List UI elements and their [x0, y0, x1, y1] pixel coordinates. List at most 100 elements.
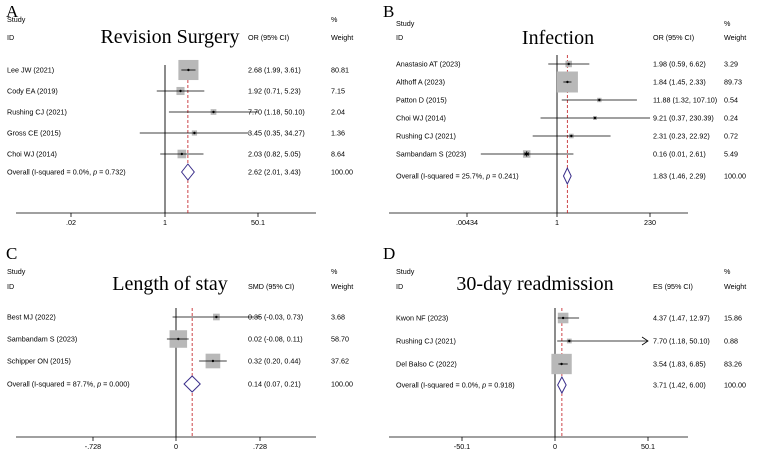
study-weight: 3.68 — [331, 313, 345, 322]
point-estimate — [567, 62, 570, 66]
panel-title: Infection — [522, 27, 594, 49]
overall-label-suffix: = 0.000) — [101, 380, 130, 389]
point-estimate — [598, 98, 601, 102]
study-label: Sambandam S (2023) — [396, 150, 466, 159]
study-label: Lee JW (2021) — [7, 66, 54, 75]
study-row: Best MJ (2022) 0.35 (-0.03, 0.73) 3.68 — [7, 313, 345, 322]
study-label: Rushing CJ (2021) — [396, 132, 456, 141]
study-row: Cody EA (2019) 1.92 (0.71, 5.23) 7.15 — [7, 87, 345, 96]
header-weight: Weight — [724, 282, 746, 291]
panel-label: B — [383, 2, 394, 21]
study-effect-ci: 3.45 (0.35, 34.27) — [248, 129, 305, 138]
study-weight: 3.29 — [724, 60, 738, 69]
study-effect-ci: 7.70 (1.18, 50.10) — [653, 337, 710, 346]
header-effect: SMD (95% CI) — [248, 282, 294, 291]
study-row: Del Balso C (2022) 3.54 (1.83, 6.85) 83.26 — [396, 353, 742, 375]
point-estimate — [568, 339, 571, 343]
study-effect-ci: 11.88 (1.32, 107.10) — [653, 96, 717, 105]
x-tick-label: 50.1 — [251, 218, 265, 227]
ci-arrow — [641, 336, 649, 346]
header-weight: Weight — [331, 33, 353, 42]
study-label: Choi WJ (2014) — [7, 150, 57, 159]
study-row: Anastasio AT (2023) 1.98 (0.59, 6.62) 3.29 — [396, 60, 738, 69]
forest-panel-d: D 30-day readmission Study ID ES (95% CI)% We… — [383, 244, 746, 449]
overall-weight: 100.00 — [331, 168, 353, 177]
study-effect-ci: 2.68 (1.99, 3.61) — [248, 66, 301, 75]
x-tick-label: 1 — [555, 218, 559, 227]
overall-label: Overall (I-squared = 0.0%, p = 0.732) — [7, 168, 126, 177]
overall-label-suffix: = 0.732) — [97, 168, 126, 177]
header-percent: % — [331, 267, 338, 276]
study-row: Rushing CJ (2021) 2.31 (0.23, 22.92) 0.72 — [396, 132, 738, 141]
point-estimate — [215, 315, 218, 319]
study-row: Choi WJ (2014) 9.21 (0.37, 230.39) 0.24 — [396, 114, 738, 123]
header-id: ID — [396, 33, 403, 42]
study-label: Gross CE (2015) — [7, 129, 61, 138]
x-tick-label: .728 — [253, 442, 267, 449]
study-weight: 37.62 — [331, 357, 349, 366]
x-tick-label: .00434 — [456, 218, 478, 227]
study-label: Sambandam S (2023) — [7, 335, 77, 344]
header-study: Study — [7, 15, 26, 24]
header-percent: % — [724, 267, 731, 276]
study-effect-ci: 2.03 (0.82, 5.05) — [248, 150, 301, 159]
study-label: Cody EA (2019) — [7, 87, 58, 96]
overall-effect-ci: 3.71 (1.42, 6.00) — [653, 381, 706, 390]
overall-diamond — [183, 375, 201, 393]
header-weight: Weight — [724, 33, 746, 42]
study-effect-ci: 1.98 (0.59, 6.62) — [653, 60, 706, 69]
forest-panel-b: B Infection Study ID OR (95% CI)% Weight .0043… — [383, 2, 746, 227]
overall-row: Overall (I-squared = 0.0%, p = 0.732) 2.6… — [7, 163, 353, 181]
x-tick-label: 1 — [163, 218, 167, 227]
study-label: Rushing CJ (2021) — [396, 337, 456, 346]
study-row: Patton D (2015) 11.88 (1.32, 107.10) 0.54 — [396, 96, 738, 105]
point-estimate — [566, 80, 569, 84]
overall-weight: 100.00 — [331, 380, 353, 389]
point-estimate — [212, 110, 215, 114]
point-estimate — [187, 68, 190, 72]
panel-title: 30-day readmission — [456, 273, 613, 295]
header-effect: ES (95% CI) — [653, 282, 693, 291]
overall-label: Overall (I-squared = 25.7%, p = 0.241) — [396, 172, 519, 181]
study-weight: 58.70 — [331, 335, 349, 344]
overall-effect-ci: 0.14 (0.07, 0.21) — [248, 380, 301, 389]
point-estimate — [560, 362, 563, 366]
header-study: Study — [7, 267, 26, 276]
overall-diamond — [562, 166, 572, 186]
point-estimate — [177, 337, 180, 341]
panel-label: C — [6, 244, 17, 263]
study-weight: 89.73 — [724, 78, 742, 87]
overall-label-p: p — [96, 380, 101, 389]
study-effect-ci: 1.92 (0.71, 5.23) — [248, 87, 301, 96]
overall-label-prefix: Overall (I-squared = 25.7%, — [396, 172, 486, 181]
study-row: Lee JW (2021) 2.68 (1.99, 3.61) 80.81 — [7, 59, 349, 81]
overall-row: Overall (I-squared = 25.7%, p = 0.241) 1.… — [396, 166, 746, 186]
study-row: Kwon NF (2023) 4.37 (1.47, 12.97) 15.86 — [396, 312, 742, 324]
overall-weight: 100.00 — [724, 172, 746, 181]
study-effect-ci: 1.84 (1.45, 2.33) — [653, 78, 706, 87]
overall-row: Overall (I-squared = 0.0%, p = 0.918) 3.7… — [396, 375, 746, 395]
study-row: Sambandam S (2023) 0.16 (0.01, 2.61) 5.49 ✱ — [396, 150, 738, 159]
panel-label: A — [6, 2, 19, 21]
overall-label-suffix: = 0.241) — [490, 172, 519, 181]
study-row: Althoff A (2023) 1.84 (1.45, 2.33) 89.73 — [396, 71, 742, 93]
header-id: ID — [396, 282, 403, 291]
overall-label-prefix: Overall (I-squared = 87.7%, — [7, 380, 97, 389]
study-weight: 8.64 — [331, 150, 345, 159]
header-percent: % — [724, 19, 731, 28]
header-weight: Weight — [331, 282, 353, 291]
study-effect-ci: 9.21 (0.37, 230.39) — [653, 114, 714, 123]
study-label: Choi WJ (2014) — [396, 114, 446, 123]
study-effect-ci: 7.70 (1.18, 50.10) — [248, 108, 305, 117]
study-row: Rushing CJ (2021) 7.70 (1.18, 50.10) 2.04 — [7, 108, 345, 117]
point-estimate — [211, 359, 215, 363]
study-row: Schipper ON (2015) 0.32 (0.20, 0.44) 37.62 — [7, 353, 349, 369]
study-weight: 2.04 — [331, 108, 345, 117]
study-effect-ci: 2.31 (0.23, 22.92) — [653, 132, 710, 141]
header-study: Study — [396, 267, 415, 276]
overall-label-suffix: = 0.918) — [486, 381, 515, 390]
study-label: Schipper ON (2015) — [7, 357, 71, 366]
header-percent: % — [331, 15, 338, 24]
study-weight: 0.54 — [724, 96, 738, 105]
